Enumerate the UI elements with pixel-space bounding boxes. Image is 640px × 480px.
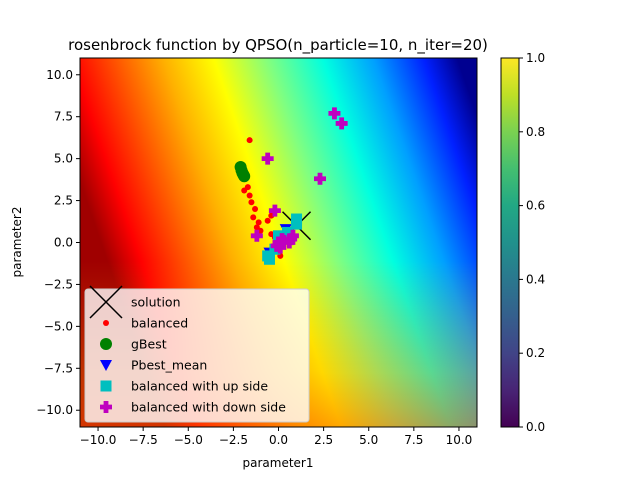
balanced-with-down-side-point <box>261 152 274 165</box>
colorbar-tick-label: 0.2 <box>526 346 545 360</box>
balanced-with-down-side-point <box>274 241 287 254</box>
y-tick-label: −2.5 <box>44 277 73 291</box>
balanced-with-down-side-point <box>250 229 263 242</box>
colorbar: 0.0 0.2 0.4 0.6 0.8 1.0 <box>500 51 545 434</box>
x-tick-label: −7.5 <box>129 433 158 447</box>
x-axis-ticks: −10.0 −7.5 −5.0 −2.5 0.0 2.5 5.0 7.5 10.0 <box>80 427 473 447</box>
colorbar-tick-label: 1.0 <box>526 51 545 65</box>
colorbar-tick-label: 0.4 <box>526 272 545 286</box>
balanced-point <box>255 219 262 226</box>
chart-title: rosenbrock function by QPSO(n_particle=1… <box>68 36 488 55</box>
x-tick-label: −5.0 <box>174 433 203 447</box>
balanced-with-down-side-point <box>276 233 289 246</box>
x-tick-label: 0.0 <box>269 433 288 447</box>
balanced-with-down-side-point <box>268 204 281 217</box>
balanced-point <box>264 217 271 224</box>
legend-label-balanced: balanced <box>131 316 188 331</box>
x-axis-label: parameter1 <box>243 456 314 470</box>
legend: solution balanced gBest Pbest_mean balanced … <box>84 285 310 423</box>
balanced-with-up-side-point <box>282 226 294 238</box>
y-axis-ticks: −10.0 −7.5 −5.0 −2.5 0.0 2.5 5.0 7.5 10.0 <box>36 68 80 417</box>
balanced-with-down-side-point <box>328 107 341 120</box>
balanced-point <box>250 214 257 221</box>
x-tick-label: 5.0 <box>359 433 378 447</box>
x-tick-label: −2.5 <box>219 433 248 447</box>
x-tick-label: 7.5 <box>404 433 423 447</box>
y-tick-label: 10.0 <box>46 68 73 82</box>
y-tick-label: 0.0 <box>54 236 73 250</box>
y-axis-label: parameter2 <box>10 207 24 278</box>
legend-marker-gbest <box>100 338 112 350</box>
legend-marker-solution <box>89 285 123 319</box>
balanced-point <box>246 137 253 144</box>
balanced-point <box>248 199 255 206</box>
balanced-point <box>268 231 275 238</box>
y-tick-label: −7.5 <box>44 361 73 375</box>
colorbar-tick-label: 0.6 <box>526 199 545 213</box>
y-tick-label: 7.5 <box>54 110 73 124</box>
balanced-with-down-side-point <box>314 172 327 185</box>
x-tick-label: 10.0 <box>446 433 473 447</box>
balanced-point <box>252 205 259 212</box>
x-tick-label: 2.5 <box>314 433 333 447</box>
x-tick-label: −10.0 <box>80 433 117 447</box>
balanced-with-up-side-point <box>263 253 275 265</box>
legend-label-gbest: gBest <box>131 337 167 352</box>
gbest-point <box>238 170 251 183</box>
y-tick-label: 2.5 <box>54 194 73 208</box>
legend-label-balanced-with-down-side: balanced with down side <box>131 400 286 415</box>
legend-marker-pbest-mean <box>100 360 112 371</box>
legend-box <box>84 288 310 423</box>
legend-label-solution: solution <box>131 295 181 310</box>
colorbar-gradient <box>500 57 520 428</box>
balanced-point <box>241 187 248 194</box>
legend-marker-balanced <box>103 320 109 326</box>
y-tick-label: 5.0 <box>54 152 73 166</box>
colorbar-tick-label: 0.8 <box>526 125 545 139</box>
colorbar-tick-label: 0.0 <box>526 420 545 434</box>
colorbar-ticks: 0.0 0.2 0.4 0.6 0.8 1.0 <box>519 51 545 434</box>
balanced-with-down-side-point <box>286 229 299 242</box>
balanced-with-up-side-point <box>291 218 303 230</box>
legend-label-pbest-mean: Pbest_mean <box>131 358 207 373</box>
legend-label-balanced-with-up-side: balanced with up side <box>131 379 268 394</box>
legend-marker-balanced-with-down-side <box>100 401 112 413</box>
balanced-point <box>246 192 253 199</box>
balanced-with-down-side-point <box>335 117 348 130</box>
scatter-markers <box>234 107 348 265</box>
y-tick-label: −10.0 <box>36 403 73 417</box>
y-tick-label: −5.0 <box>44 319 73 333</box>
legend-marker-balanced-with-up-side <box>100 380 112 392</box>
